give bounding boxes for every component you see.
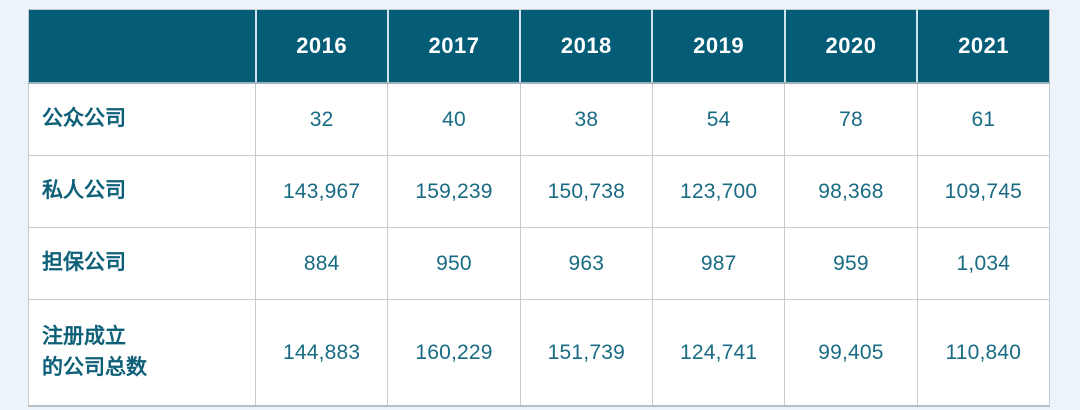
cell-public-2019: 54 bbox=[651, 82, 786, 156]
row-label-guarantee-companies: 担保公司 bbox=[28, 227, 256, 300]
table-row-private-companies: 私人公司 143,967 159,239 150,738 123,700 98,… bbox=[28, 155, 1051, 228]
year-header-2019: 2019 bbox=[651, 9, 785, 84]
year-header-2021: 2021 bbox=[916, 9, 1050, 84]
table-row-guarantee-companies: 担保公司 884 950 963 987 959 1,034 bbox=[28, 227, 1051, 300]
cell-private-2017: 159,239 bbox=[387, 155, 521, 228]
table-header-row: 2016 2017 2018 2019 2020 2021 bbox=[28, 9, 1050, 84]
cell-private-2021: 109,745 bbox=[916, 155, 1051, 228]
cell-guarantee-2018: 963 bbox=[519, 227, 653, 300]
cell-total-2016: 144,883 bbox=[254, 299, 389, 407]
cell-guarantee-2019: 987 bbox=[651, 227, 786, 300]
cell-public-2020: 78 bbox=[784, 82, 918, 156]
cell-total-2021: 110,840 bbox=[916, 299, 1051, 407]
cell-guarantee-2017: 950 bbox=[387, 227, 521, 300]
row-label-public-companies: 公众公司 bbox=[28, 82, 256, 156]
cell-total-2019: 124,741 bbox=[651, 299, 786, 407]
company-registrations-table: 2016 2017 2018 2019 2020 2021 公众公司 32 40… bbox=[28, 9, 1051, 407]
table-row-public-companies: 公众公司 32 40 38 54 78 61 bbox=[28, 82, 1051, 156]
cell-total-2020: 99,405 bbox=[784, 299, 918, 407]
cell-private-2016: 143,967 bbox=[254, 155, 389, 228]
cell-guarantee-2021: 1,034 bbox=[916, 227, 1051, 300]
cell-private-2018: 150,738 bbox=[519, 155, 653, 228]
cell-public-2017: 40 bbox=[387, 82, 521, 156]
cell-public-2016: 32 bbox=[254, 82, 389, 156]
row-label-private-companies: 私人公司 bbox=[28, 155, 256, 228]
cell-guarantee-2016: 884 bbox=[254, 227, 389, 300]
cell-guarantee-2020: 959 bbox=[784, 227, 918, 300]
year-header-2017: 2017 bbox=[386, 9, 521, 84]
cell-total-2017: 160,229 bbox=[387, 299, 521, 407]
year-header-2018: 2018 bbox=[519, 9, 653, 84]
cell-public-2018: 38 bbox=[519, 82, 653, 156]
cell-public-2021: 61 bbox=[916, 82, 1051, 156]
year-header-2020: 2020 bbox=[783, 9, 918, 84]
cell-total-2018: 151,739 bbox=[519, 299, 653, 407]
cell-private-2020: 98,368 bbox=[784, 155, 918, 228]
company-registrations-table-wrap: 2016 2017 2018 2019 2020 2021 公众公司 32 40… bbox=[28, 9, 1051, 407]
row-label-total-incorporated: 注册成立 的公司总数 bbox=[28, 299, 256, 407]
cell-private-2019: 123,700 bbox=[651, 155, 786, 228]
table-row-total-incorporated: 注册成立 的公司总数 144,883 160,229 151,739 124,7… bbox=[28, 299, 1051, 407]
year-header-2016: 2016 bbox=[254, 9, 388, 84]
corner-cell bbox=[28, 9, 256, 84]
